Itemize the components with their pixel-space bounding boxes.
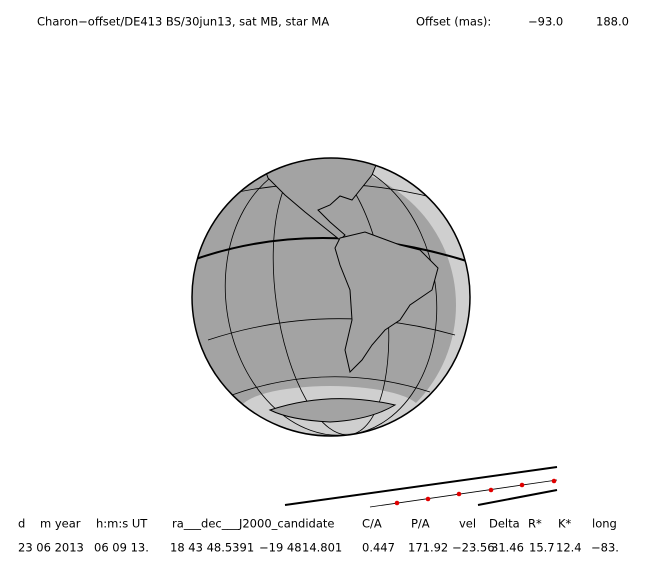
- shadow-path: [284, 466, 558, 508]
- column-value: 12.4: [556, 541, 582, 555]
- column-value: 23 06 2013: [18, 541, 84, 555]
- data-table: d m year h:m:s UT ra___dec___J2000_candidat…: [18, 517, 619, 555]
- column-header: d: [18, 517, 25, 531]
- column-header: ra___dec___J2000_candidate: [172, 517, 334, 531]
- column-value: 31.46: [491, 541, 524, 555]
- title: Charon−offset/DE413 BS/30jun13, sat MB, …: [37, 15, 329, 29]
- column-value: −23.56: [452, 541, 495, 555]
- column-value: 171.92: [408, 541, 448, 555]
- offset-label: Offset (mas):: [416, 15, 491, 29]
- column-header: C/A: [362, 517, 382, 531]
- column-header: m year: [40, 517, 81, 531]
- column-value: −83.: [591, 541, 619, 555]
- column-value: 18 43 48.5391: [170, 541, 254, 555]
- column-header: Delta: [489, 517, 520, 531]
- column-value: −19 48: [259, 541, 302, 555]
- column-value: 0.447: [362, 541, 395, 555]
- column-header: K*: [558, 517, 572, 531]
- column-value: 06 09 13.: [94, 541, 149, 555]
- offset-y: 188.0: [596, 15, 629, 29]
- offset-x: −93.0: [528, 15, 563, 29]
- column-value: 14.801: [302, 541, 342, 555]
- column-header: P/A: [411, 517, 430, 531]
- column-header: R*: [528, 517, 542, 531]
- column-header: h:m:s UT: [96, 517, 148, 531]
- column-header: long: [592, 517, 617, 531]
- column-value: 15.7: [529, 541, 555, 555]
- column-header: vel: [459, 517, 476, 531]
- globe: [191, 157, 471, 437]
